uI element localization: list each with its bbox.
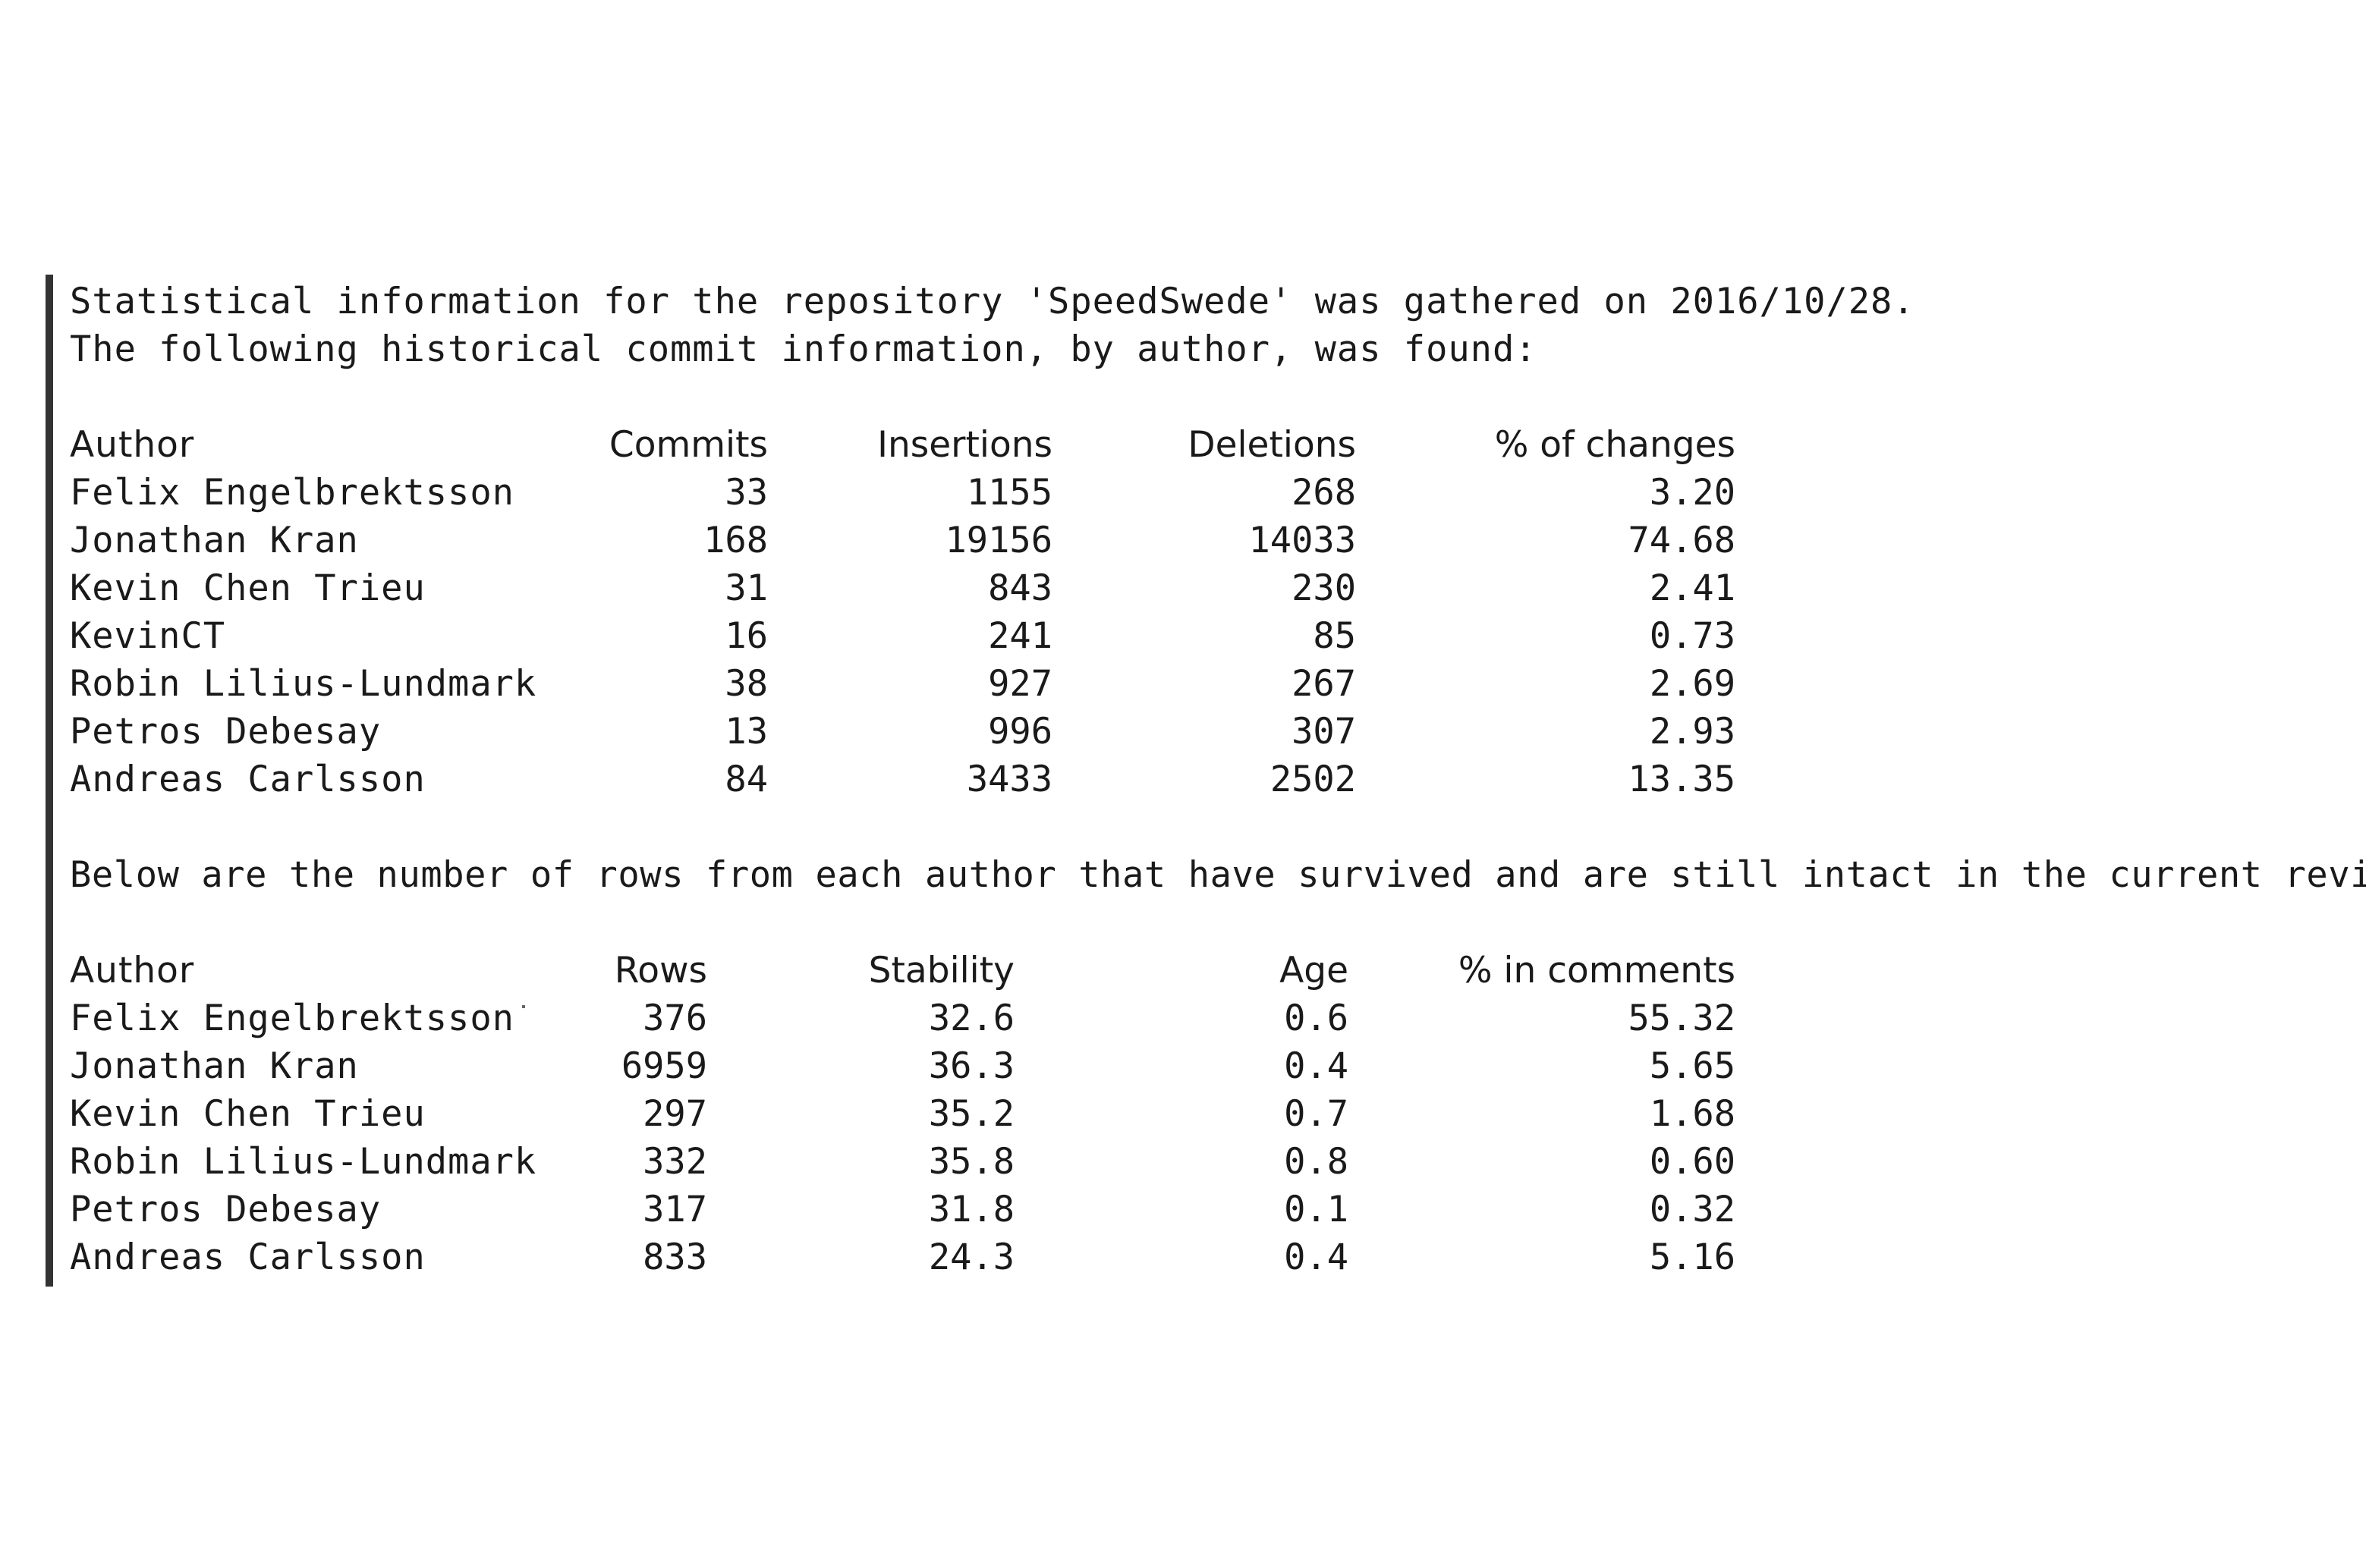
commits-value: 33 — [725, 472, 768, 514]
header-rows: Rows — [614, 950, 707, 991]
author-name: Jonathan Kran — [70, 520, 359, 561]
header-deletions: Deletions — [1188, 424, 1356, 466]
stability-value: 31.8 — [928, 1189, 1015, 1230]
percent-comments-value: 0.32 — [1649, 1189, 1735, 1230]
deletions-value: 14033 — [1248, 520, 1356, 561]
table-row: Jonathan Kran 6959 36.3 0.4 5.65 — [70, 1042, 1815, 1090]
survival-line: Below are the number of rows from each a… — [70, 854, 2366, 896]
author-name: Robin Lilius-Lundmark — [70, 1141, 537, 1183]
percent-changes-value: 2.93 — [1649, 711, 1735, 753]
insertions-value: 3433 — [966, 759, 1052, 800]
age-value: 0.6 — [1284, 998, 1348, 1039]
table-row: Felix Engelbrektsson 33 1155 268 3.20 — [70, 469, 1815, 517]
author-name: Petros Debesay — [70, 1189, 382, 1230]
header-author: Author — [70, 950, 195, 991]
table-row: KevinCT 16 241 85 0.73 — [70, 612, 1815, 660]
table-row: Jonathan Kran 168 19156 14033 74.68 — [70, 517, 1815, 564]
deletions-value: 85 — [1313, 615, 1356, 657]
author-name: Andreas Carlsson — [70, 759, 426, 800]
header-percent-comments: % in comments — [1458, 950, 1735, 991]
deletions-value: 307 — [1292, 711, 1356, 753]
commits-value: 13 — [725, 711, 768, 753]
commits-value: 38 — [725, 663, 768, 705]
stability-value: 32.6 — [928, 998, 1015, 1039]
insertions-value: 19156 — [945, 520, 1052, 561]
deletions-value: 267 — [1292, 663, 1356, 705]
percent-changes-value: 13.35 — [1628, 759, 1735, 800]
rows-table-header: Author Rows Stability Age % in comments — [70, 947, 1815, 995]
rows-value: 297 — [643, 1093, 707, 1135]
author-name: Kevin Chen Trieu — [70, 567, 426, 609]
header-stability: Stability — [868, 950, 1015, 991]
stray-mark — [522, 1005, 525, 1008]
author-name: Felix Engelbrektsson — [70, 998, 514, 1039]
table-row: Felix Engelbrektsson 376 32.6 0.6 55.32 — [70, 995, 1815, 1042]
author-name: Kevin Chen Trieu — [70, 1093, 426, 1135]
age-value: 0.1 — [1284, 1189, 1348, 1230]
percent-comments-value: 5.16 — [1649, 1236, 1735, 1278]
commits-value: 168 — [703, 520, 768, 561]
commits-value: 31 — [725, 567, 768, 609]
rows-value: 833 — [643, 1236, 707, 1278]
table-row: Robin Lilius-Lundmark 332 35.8 0.8 0.60 — [70, 1138, 1815, 1186]
gitinspector-report: Statistical information for the reposito… — [46, 275, 2366, 1287]
percent-changes-value: 0.73 — [1649, 615, 1735, 657]
stability-value: 35.2 — [928, 1093, 1015, 1135]
author-name: Andreas Carlsson — [70, 1236, 426, 1278]
author-name: KevinCT — [70, 615, 226, 657]
table-row: Petros Debesay 317 31.8 0.1 0.32 — [70, 1186, 1815, 1233]
insertions-value: 927 — [988, 663, 1052, 705]
rows-value: 6959 — [621, 1045, 707, 1087]
header-author: Author — [70, 424, 195, 466]
percent-comments-value: 55.32 — [1628, 998, 1735, 1039]
author-name: Robin Lilius-Lundmark — [70, 663, 537, 705]
header-percent-changes: % of changes — [1494, 424, 1735, 466]
rows-value: 332 — [643, 1141, 707, 1183]
age-value: 0.4 — [1284, 1236, 1348, 1278]
author-name: Petros Debesay — [70, 711, 382, 753]
percent-changes-value: 2.41 — [1649, 567, 1735, 609]
rows-value: 317 — [643, 1189, 707, 1230]
header-insertions: Insertions — [877, 424, 1052, 466]
deletions-value: 230 — [1292, 567, 1356, 609]
table-row: Petros Debesay 13 996 307 2.93 — [70, 708, 1815, 756]
table-row: Andreas Carlsson 833 24.3 0.4 5.16 — [70, 1233, 1815, 1281]
header-age: Age — [1279, 950, 1348, 991]
age-value: 0.8 — [1284, 1141, 1348, 1183]
commits-value: 84 — [725, 759, 768, 800]
percent-changes-value: 2.69 — [1649, 663, 1735, 705]
commits-table-header: Author Commits Insertions Deletions % of… — [70, 421, 1815, 469]
stability-value: 24.3 — [928, 1236, 1015, 1278]
rows-value: 376 — [643, 998, 707, 1039]
stability-value: 35.8 — [928, 1141, 1015, 1183]
deletions-value: 2502 — [1270, 759, 1356, 800]
percent-changes-value: 74.68 — [1628, 520, 1735, 561]
deletions-value: 268 — [1292, 472, 1356, 514]
author-name: Felix Engelbrektsson — [70, 472, 514, 514]
table-row: Kevin Chen Trieu 31 843 230 2.41 — [70, 564, 1815, 612]
table-row: Kevin Chen Trieu 297 35.2 0.7 1.68 — [70, 1090, 1815, 1138]
age-value: 0.4 — [1284, 1045, 1348, 1087]
table-row: Robin Lilius-Lundmark 38 927 267 2.69 — [70, 660, 1815, 708]
percent-changes-value: 3.20 — [1649, 472, 1735, 514]
insertions-value: 241 — [988, 615, 1052, 657]
age-value: 0.7 — [1284, 1093, 1348, 1135]
stability-value: 36.3 — [928, 1045, 1015, 1087]
author-name: Jonathan Kran — [70, 1045, 359, 1087]
header-commits: Commits — [609, 424, 768, 466]
table-row: Andreas Carlsson 84 3433 2502 13.35 — [70, 756, 1815, 803]
commits-value: 16 — [725, 615, 768, 657]
percent-comments-value: 1.68 — [1649, 1093, 1735, 1135]
percent-comments-value: 0.60 — [1649, 1141, 1735, 1183]
intro-line-2: The following historical commit informat… — [70, 328, 1537, 370]
insertions-value: 996 — [988, 711, 1052, 753]
insertions-value: 843 — [988, 567, 1052, 609]
insertions-value: 1155 — [966, 472, 1052, 514]
intro-line-1: Statistical information for the reposito… — [70, 281, 1915, 322]
percent-comments-value: 5.65 — [1649, 1045, 1735, 1087]
